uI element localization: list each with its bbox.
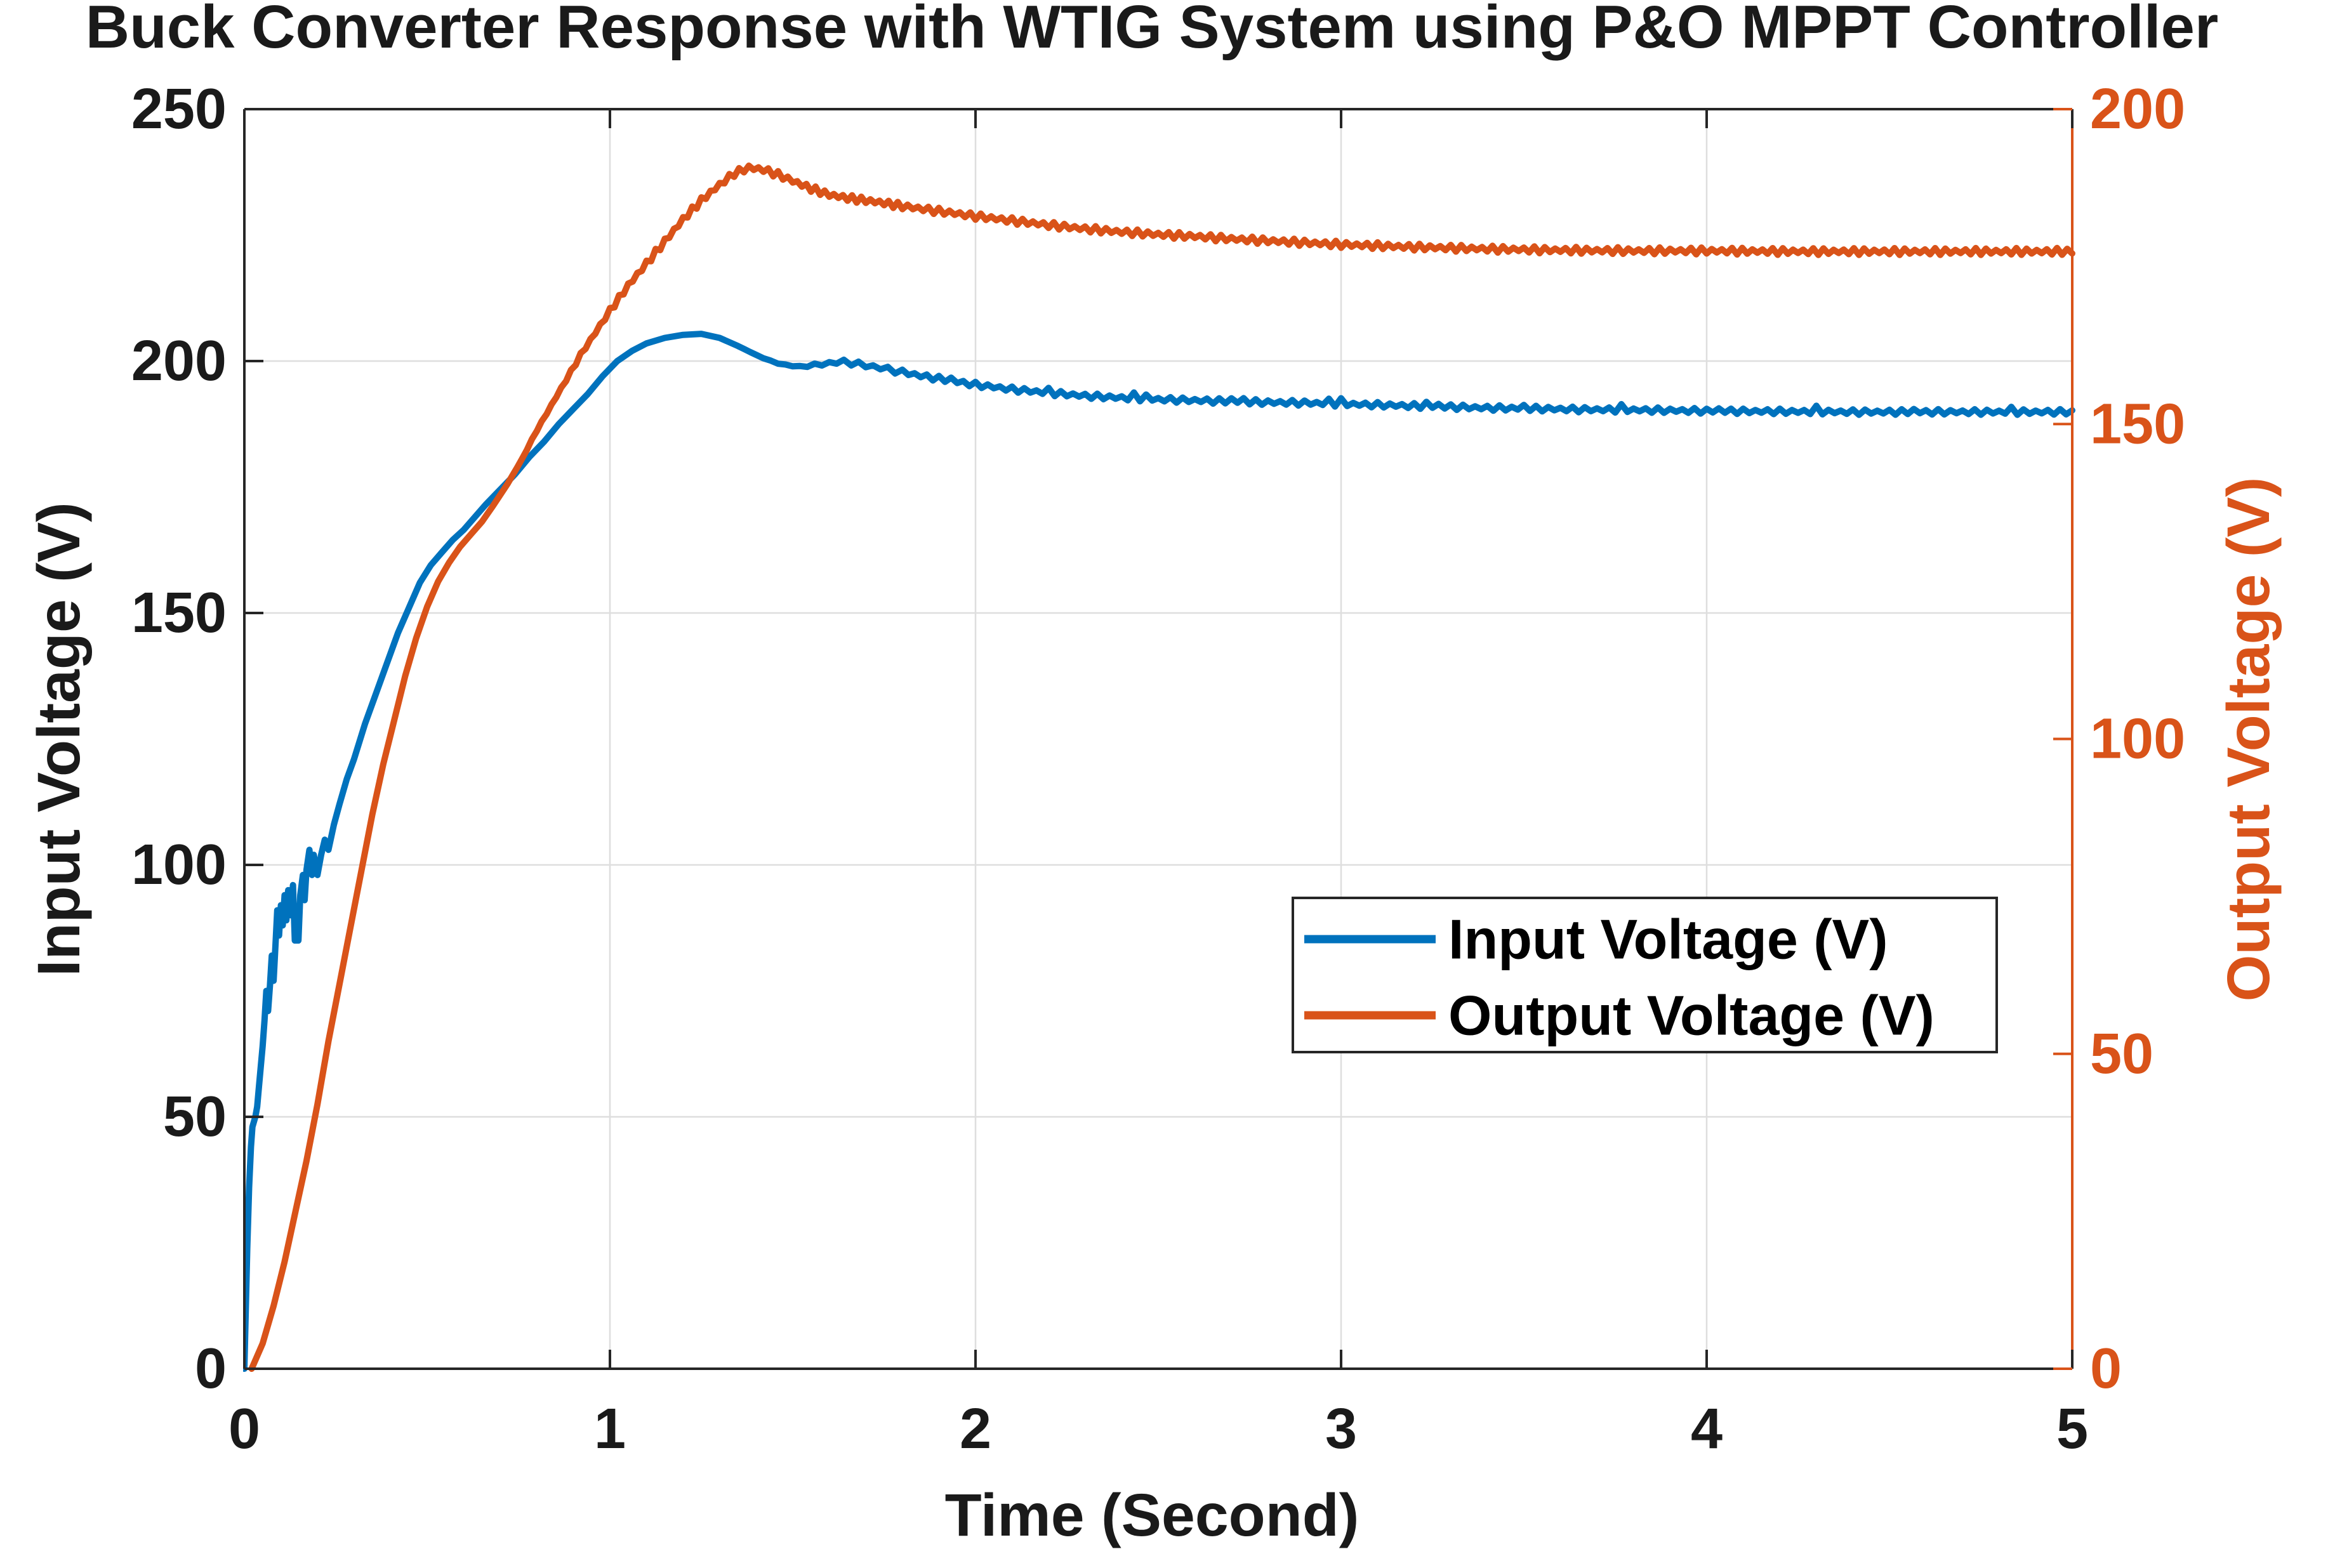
gridlines xyxy=(244,109,2072,1369)
y-tick-label-left: 250 xyxy=(131,77,227,141)
x-tick-label: 1 xyxy=(594,1397,626,1461)
data-curves xyxy=(243,162,2075,1372)
x-tick-label: 4 xyxy=(1691,1397,1723,1461)
y-tick-label-right: 200 xyxy=(2090,77,2185,141)
x-tick-label: 0 xyxy=(228,1397,260,1461)
legend-entry-output: Output Voltage (V) xyxy=(1448,984,1935,1047)
legend-frame xyxy=(1292,897,1998,1053)
tick-marks xyxy=(243,108,2074,1370)
chart-title: Buck Converter Response with WTIG System… xyxy=(86,0,2219,61)
x-tick-label: 3 xyxy=(1325,1397,1357,1461)
y-tick-label-left: 0 xyxy=(195,1337,227,1400)
y-tick-label-right: 150 xyxy=(2090,392,2185,456)
series-curve-input xyxy=(243,331,2075,1372)
series-curve-output xyxy=(248,162,2075,1372)
y-tick-label-left: 200 xyxy=(131,329,227,393)
y-axis-label-right: Output Voltage (V) xyxy=(2215,477,2282,1002)
x-tick-label: 2 xyxy=(960,1397,991,1461)
y-tick-label-right: 0 xyxy=(2090,1337,2122,1400)
axes-box xyxy=(243,108,2074,1370)
legend-entry-input: Input Voltage (V) xyxy=(1448,908,1888,971)
y-tick-label-left: 150 xyxy=(131,581,227,645)
y-tick-label-left: 50 xyxy=(163,1085,227,1149)
y-tick-label-left: 100 xyxy=(131,833,227,897)
y-tick-label-right: 100 xyxy=(2090,708,2185,771)
legend-box: Input Voltage (V) Output Voltage (V) xyxy=(1292,897,1998,1053)
x-tick-label: 5 xyxy=(2056,1397,2088,1461)
x-axis-label: Time (Second) xyxy=(945,1482,1359,1549)
y-tick-label-right: 50 xyxy=(2090,1022,2153,1086)
y-axis-label-left: Input Voltage (V) xyxy=(25,502,93,977)
